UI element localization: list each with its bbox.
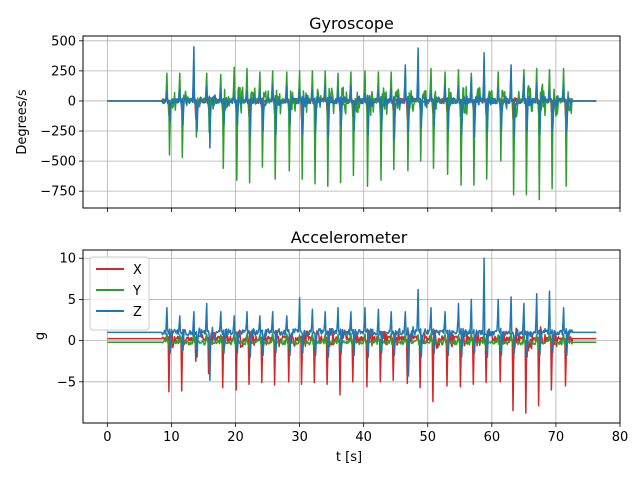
accelerometer-ytick-label: 10 [59,252,76,267]
accelerometer-xlabel: t [s] [336,450,362,465]
accelerometer-ylabel: g [33,332,48,340]
gyroscope-ytick-label: 500 [51,34,76,49]
gyroscope-ticks: 500 250 0 −250 −500 −750 [40,34,621,212]
accelerometer-ytick-label: −5 [57,375,76,390]
accelerometer-xtick-label: 40 [355,430,372,445]
accelerometer-series-group [107,257,597,414]
gyroscope-ytick-label: 250 [51,64,76,79]
accelerometer-xtick-label: 70 [548,430,565,445]
accelerometer-xtick-label: 60 [484,430,501,445]
gyroscope-series-z [107,46,597,149]
gyroscope-ytick-label: 0 [68,94,76,109]
accelerometer-ytick-label: 5 [68,293,76,308]
accelerometer-title: Accelerometer [291,228,408,247]
gyroscope-title: Gyroscope [309,14,394,33]
accelerometer-xtick-label: 80 [612,430,629,445]
accelerometer-axes-frame [82,249,621,424]
gyroscope-ytick-label: −250 [40,125,76,140]
legend-label-z: Z [133,305,142,320]
gyroscope-ytick-label: −500 [40,155,76,170]
gyroscope-ylabel: Degrees/s [15,89,30,154]
accelerometer-xtick-label: 0 [103,430,111,445]
legend-label-y: Y [132,284,141,299]
accelerometer-xtick-label: 20 [227,430,244,445]
gyroscope-axes-frame [82,35,621,209]
accelerometer-xtick-label: 50 [419,430,436,445]
gyroscope-panel: 500 250 0 −250 −500 −750 Gyroscope Degrees/s [15,14,621,212]
accelerometer-ytick-label: 0 [68,334,76,349]
accelerometer-xtick-label: 10 [163,430,180,445]
gyroscope-ytick-label: −750 [40,185,76,200]
accelerometer-xtick-label: 30 [291,430,308,445]
legend-label-x: X [133,263,142,278]
accelerometer-series-z [107,257,597,381]
gyroscope-plot-area [83,36,620,208]
gyroscope-series-group [107,46,597,201]
legend: X Y Z [89,256,150,331]
